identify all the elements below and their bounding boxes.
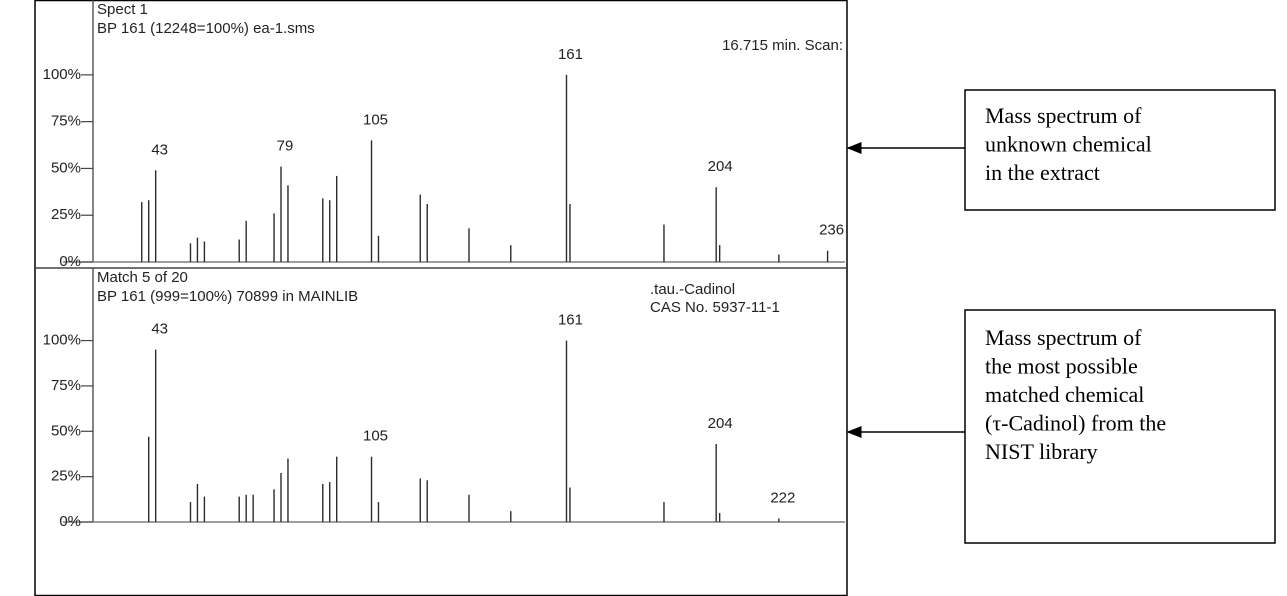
note-line: in the extract — [985, 160, 1100, 185]
peak-label: 222 — [770, 489, 795, 506]
note-line: NIST library — [985, 439, 1098, 464]
note-line: matched chemical — [985, 382, 1144, 407]
note-line: unknown chemical — [985, 132, 1152, 157]
header-info: 16.715 min. Scan: — [722, 37, 843, 54]
chart-subtitle: BP 161 (999=100%) 70899 in MAINLIB — [97, 288, 358, 305]
peak-label: 79 — [277, 138, 294, 155]
peak-label: 161 — [558, 312, 583, 329]
chart-subtitle: BP 161 (12248=100%) ea-1.sms — [97, 20, 315, 37]
note-line: the most possible — [985, 354, 1138, 379]
note-box — [964, 89, 1276, 211]
y-tick-label: 75% — [51, 377, 81, 394]
note-box — [964, 309, 1276, 544]
spectrum-panel: Spect 1 BP 161 (12248=100%) ea-1.sms 16.71… — [43, 0, 845, 270]
y-tick-label: 75% — [51, 113, 81, 130]
note-line: (τ-Cadinol) from the — [985, 411, 1166, 436]
peak-label: 105 — [363, 111, 388, 128]
y-tick-label: 0% — [59, 253, 81, 270]
y-tick-label: 50% — [51, 422, 81, 439]
chart-title: Match 5 of 20 — [97, 269, 188, 286]
peak-label: 43 — [151, 321, 168, 338]
peak-label: 161 — [558, 46, 583, 63]
note-line: Mass spectrum of — [985, 325, 1142, 350]
peak-label: 236 — [819, 222, 844, 239]
y-tick-label: 50% — [51, 159, 81, 176]
y-tick-label: 100% — [43, 332, 81, 349]
header-info: .tau.-Cadinol — [650, 281, 735, 298]
spectrum-panel: Match 5 of 20 BP 161 (999=100%) 70899 in … — [43, 268, 845, 530]
y-tick-label: 25% — [51, 468, 81, 485]
header-info: CAS No. 5937-11-1 — [650, 299, 780, 316]
peak-label: 204 — [708, 415, 733, 432]
y-tick-label: 0% — [59, 513, 81, 530]
chart-title: Spect 1 — [97, 1, 148, 18]
y-tick-label: 100% — [43, 66, 81, 83]
notes: Mass spectrum of unknown chemical in the e… — [985, 103, 1166, 464]
peak-label: 105 — [363, 428, 388, 445]
peak-label: 204 — [708, 158, 733, 175]
peak-label: 43 — [151, 141, 168, 158]
y-tick-label: 25% — [51, 206, 81, 223]
note-line: Mass spectrum of — [985, 103, 1142, 128]
